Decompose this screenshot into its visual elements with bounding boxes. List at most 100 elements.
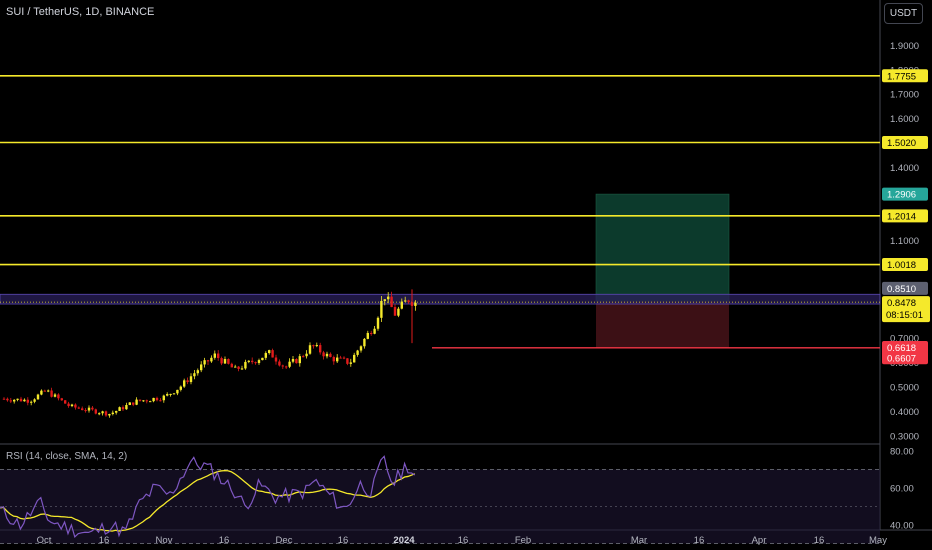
candle-body — [111, 412, 114, 415]
candle-body — [217, 353, 220, 359]
candle-body — [16, 398, 19, 400]
candle-body — [40, 390, 43, 395]
entry-price-label: 0.8510 — [887, 284, 916, 295]
candle-body — [50, 390, 53, 397]
candle-body — [257, 360, 261, 363]
time-tick: 2024 — [393, 535, 415, 546]
candle-body — [356, 350, 359, 355]
candle-body — [268, 350, 271, 354]
candle-body — [98, 413, 101, 415]
candle-body — [23, 399, 26, 402]
candle-body — [67, 403, 70, 407]
candle-body — [210, 357, 213, 362]
candle-body — [30, 401, 33, 403]
candle-body — [414, 302, 417, 306]
candle-body — [152, 397, 155, 402]
candle-body — [278, 361, 281, 366]
candle-body — [115, 410, 118, 413]
candle-body — [298, 356, 301, 364]
candle-body — [251, 360, 254, 363]
candle-body — [393, 307, 397, 316]
target-price-label: 1.2906 — [887, 190, 916, 201]
time-tick: 16 — [814, 535, 825, 546]
level-price-label: 1.0018 — [887, 260, 916, 271]
candle-body — [186, 380, 189, 383]
last-price-label-bg — [882, 296, 930, 323]
price-tick: 1.1000 — [890, 236, 919, 247]
time-tick: Mar — [631, 535, 647, 546]
candle-body — [329, 353, 332, 357]
candle-body — [373, 328, 376, 334]
candle-body — [159, 400, 162, 402]
candle-body — [176, 389, 179, 394]
time-tick: May — [869, 535, 887, 546]
candle-body — [227, 359, 230, 364]
candle-body — [19, 398, 23, 402]
candle-body — [342, 357, 346, 359]
price-tick: 1.6000 — [890, 114, 919, 125]
candle-body — [220, 358, 223, 364]
candle-body — [108, 414, 111, 416]
candle-body — [404, 300, 407, 302]
target-price-label-bg — [882, 187, 928, 201]
candle-body — [213, 353, 216, 358]
candle-body — [6, 398, 9, 401]
candle-body — [132, 402, 135, 405]
candle-body — [36, 394, 40, 400]
price-tick: 0.7000 — [890, 334, 919, 345]
candle-body — [325, 353, 329, 357]
bar-countdown-label: 08:15:01 — [886, 310, 923, 321]
candle-body — [247, 360, 250, 362]
candle-body — [295, 359, 298, 364]
time-tick: Feb — [515, 535, 531, 546]
candle-body — [183, 380, 186, 387]
last-price-label: 0.8478 — [887, 298, 916, 309]
candle-body — [407, 300, 410, 303]
candle-body — [125, 405, 128, 410]
candle-body — [387, 296, 390, 300]
candle-body — [33, 399, 36, 402]
candle-body — [288, 361, 291, 367]
candle-body — [155, 397, 159, 401]
candle-body — [138, 399, 142, 401]
rsi-tick: 40.00 — [890, 521, 914, 532]
price-tick: 0.4000 — [890, 407, 919, 418]
quote-currency-button[interactable]: USDT — [884, 3, 923, 24]
candle-body — [26, 399, 29, 403]
level-price-label-bg — [882, 209, 928, 223]
level-price-label-bg — [882, 136, 928, 150]
candle-body — [91, 407, 94, 410]
candle-body — [336, 357, 339, 362]
candle-body — [166, 394, 169, 396]
candle-body — [81, 408, 84, 411]
candle-body — [172, 393, 176, 395]
stop-price-label: 0.6618 — [887, 343, 916, 354]
stop-price-label-bg — [882, 341, 928, 355]
rsi-tick: 80.00 — [890, 447, 914, 458]
candle-body — [203, 360, 206, 365]
candle-body — [380, 300, 383, 318]
level-price-label-bg — [882, 258, 928, 272]
candle-body — [149, 401, 152, 403]
level-price-label-bg — [882, 69, 928, 83]
candle-body — [70, 404, 74, 407]
candle-body — [281, 365, 284, 367]
time-tick: Apr — [752, 535, 767, 546]
candle-body — [363, 338, 366, 347]
candle-body — [390, 296, 393, 308]
candle-body — [305, 353, 308, 357]
candle-body — [302, 356, 305, 358]
candle-body — [370, 332, 373, 334]
candle-body — [121, 407, 125, 410]
candle-body — [397, 308, 400, 316]
candle-body — [240, 368, 244, 370]
candle-body — [234, 366, 237, 368]
candle-body — [94, 409, 97, 414]
candle-body — [84, 410, 87, 412]
candle-body — [346, 358, 349, 364]
candle-body — [274, 357, 278, 362]
candle-body — [162, 395, 165, 401]
time-tick: 16 — [458, 535, 469, 546]
candle-body — [9, 400, 12, 402]
